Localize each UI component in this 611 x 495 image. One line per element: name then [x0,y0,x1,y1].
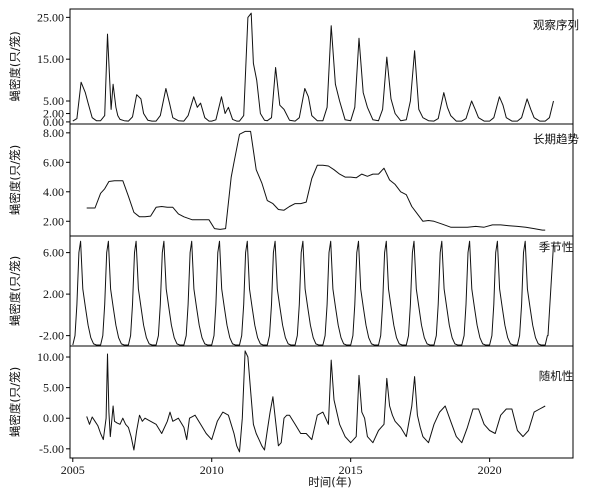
x-tick-label: 2020 [478,463,502,477]
y-axis-label: 蝇密度(只/笼) [8,31,22,101]
x-tick-label: 2005 [61,463,85,477]
y-tick-label: 15.00 [37,52,64,66]
panel-label: 季节性 [539,240,574,254]
y-tick-label: 5.00 [43,381,64,395]
y-tick-label: 6.00 [43,155,64,169]
y-axis-label: 蝇密度(只/笼) [8,256,22,326]
panel-frame [69,345,574,459]
y-tick-label: 0.00 [43,411,64,425]
y-tick-label: 2.00 [43,107,64,121]
y-tick-label: 6.00 [43,246,64,260]
y-tick-label: 2.00 [43,214,64,228]
y-axis-label: 蝇密度(只/笼) [8,367,22,437]
panel-random: -5.00 0.00 5.00 10.00 随机性 蝇密度(只/笼) [8,345,574,459]
y-tick-label: 5.00 [43,94,64,108]
series-line-random [86,350,546,453]
y-tick-label: 2.00 [43,287,64,301]
y-tick-label: 25.00 [37,10,64,24]
panel-label: 随机性 [539,369,574,383]
panel-label: 观察序列 [533,18,579,32]
panel-label: 长期趋势 [533,132,579,146]
series-line-seasonal [72,240,554,346]
x-tick-label: 2010 [200,463,224,477]
y-tick-label: 0.00 [43,115,64,129]
y-tick-label: 10.00 [37,350,64,364]
y-tick-label: 8.00 [43,126,64,140]
y-axis-label: 蝇密度(只/笼) [8,145,22,215]
y-tick-label: -2.00 [39,329,64,343]
x-tick-label: 2015 [339,463,363,477]
panel-frame [69,8,574,125]
y-tick-label: 4.00 [43,185,64,199]
panel-frame [69,123,574,237]
series-line-trend [86,130,546,231]
y-tick-label: -5.00 [39,442,64,456]
series-line-observed [72,12,554,122]
x-axis-label: 时间(年) [308,475,351,489]
